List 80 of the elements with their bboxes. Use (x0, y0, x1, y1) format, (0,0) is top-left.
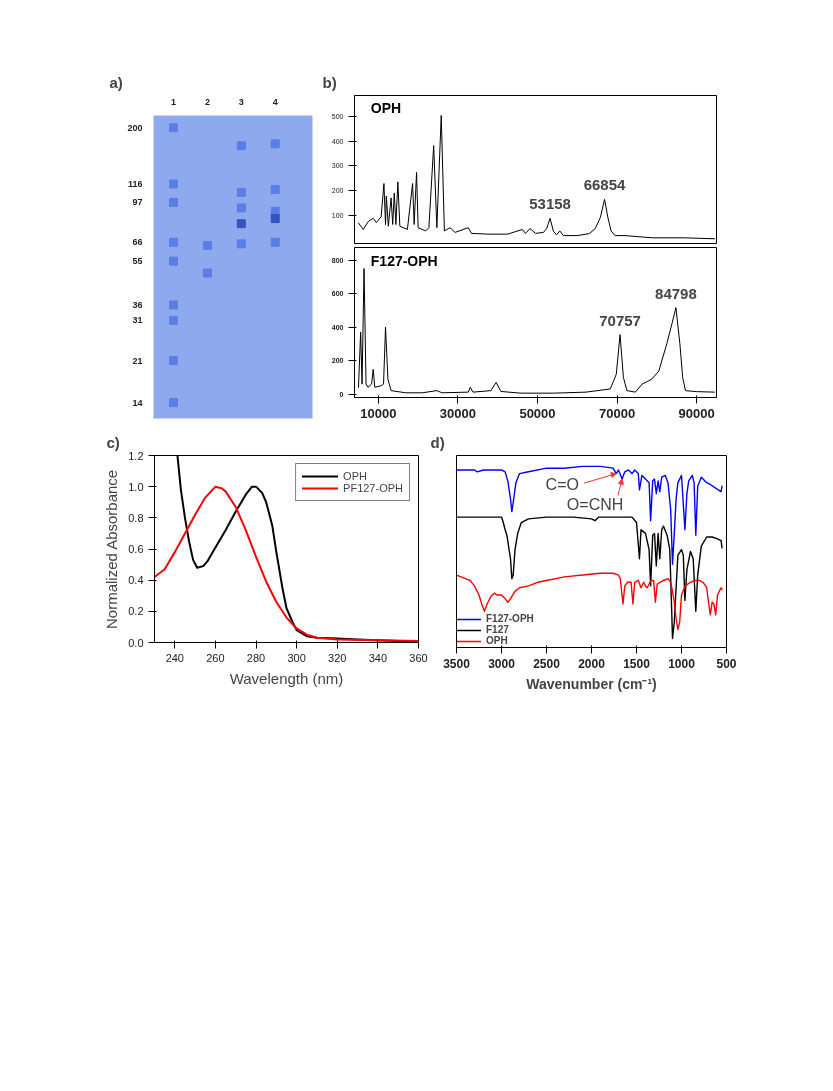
y-tick-label: 97 (132, 197, 143, 208)
x-tick-label: 2000 (578, 656, 606, 671)
point (270, 214, 280, 224)
point (169, 256, 178, 266)
point (169, 197, 178, 207)
x-tick-label: 3 (238, 96, 244, 107)
x-axis-title: Wavelength (nm) (229, 669, 344, 687)
x-tick-label: 4 (272, 96, 278, 107)
point (202, 240, 212, 250)
text: OPH (370, 100, 402, 117)
legend-label: F127 (486, 624, 509, 635)
point (169, 315, 178, 325)
y-tick-label: 1.0 (128, 480, 144, 493)
y-tick-label: 21 (132, 355, 143, 366)
annotation: 53158 (529, 195, 571, 213)
y-tick-label: 31 (132, 315, 143, 326)
x-tick-label: 1 (171, 96, 177, 107)
y-tick-label: 14 (132, 397, 143, 408)
x-tick-label: 300 (287, 651, 306, 664)
x-tick-label: 10000 (360, 405, 397, 421)
x-tick-label: 2500 (533, 656, 561, 671)
point (169, 179, 178, 189)
x-tick-label: 3500 (443, 656, 471, 671)
x-tick-label: 320 (328, 651, 347, 664)
x-tick-label: 1500 (623, 656, 651, 671)
y-tick-label: 116 (127, 178, 143, 189)
y-tick-label: 0.0 (128, 636, 144, 649)
point (236, 239, 246, 249)
y-tick-label: 66 (132, 237, 143, 248)
y-tick-label: 55 (132, 256, 143, 267)
legend-label: PF127-OPH (343, 482, 403, 494)
x-tick-label: 260 (206, 651, 225, 664)
x-tick-label: 360 (409, 651, 428, 664)
point (169, 398, 178, 408)
annotation: C=O (545, 475, 579, 493)
legend-label: F127-OPH (486, 613, 534, 624)
x-tick-label: 1000 (668, 656, 696, 671)
legend-label: OPH (343, 470, 367, 482)
y-axis-title: Normalized Absorbance (103, 469, 121, 630)
point (270, 184, 280, 194)
point (202, 268, 212, 278)
y-tick-label: 200 (127, 122, 143, 133)
annotation: 66854 (583, 176, 627, 194)
point (236, 203, 246, 213)
point (236, 187, 246, 197)
x-tick-label: 90000 (678, 405, 715, 421)
annotation: O=CNH (566, 495, 624, 513)
line-series (154, 485, 419, 642)
x-tick-label: 500 (716, 656, 737, 671)
x-tick-label: 3000 (488, 656, 516, 671)
point (270, 237, 280, 247)
chart-title: b) (322, 73, 337, 91)
chart-title: d) (430, 433, 445, 451)
y-tick-label: 0.6 (128, 543, 144, 555)
point (236, 219, 246, 229)
x-tick-label: 2 (204, 96, 210, 107)
annotation: 70757 (599, 311, 641, 329)
annotation: 84798 (655, 284, 697, 302)
point (169, 300, 178, 310)
x-axis-title: Wavenumber (cm⁻¹) (526, 675, 657, 692)
point (270, 139, 280, 149)
x-tick-label: 50000 (519, 405, 556, 421)
x-tick-label: 240 (165, 651, 184, 664)
y-tick-label: 0.8 (128, 511, 144, 524)
point (169, 123, 178, 133)
x-tick-label: 70000 (598, 405, 636, 421)
x-tick-label: 280 (246, 651, 266, 664)
legend-label: OPH (486, 635, 508, 646)
y-tick-label: 36 (132, 299, 143, 310)
series-label: F127-OPH (370, 252, 438, 269)
x-tick-label: 340 (368, 651, 388, 664)
y-tick-label: 1.2 (128, 449, 144, 462)
chart-title: c) (106, 433, 120, 451)
x-tick-label: 30000 (439, 405, 477, 421)
chart-title: a) (109, 73, 123, 91)
y-tick-label: 0.2 (128, 605, 144, 618)
y-tick-label: 0.4 (128, 574, 144, 587)
point (169, 237, 178, 247)
point (236, 141, 246, 151)
point (169, 356, 178, 366)
